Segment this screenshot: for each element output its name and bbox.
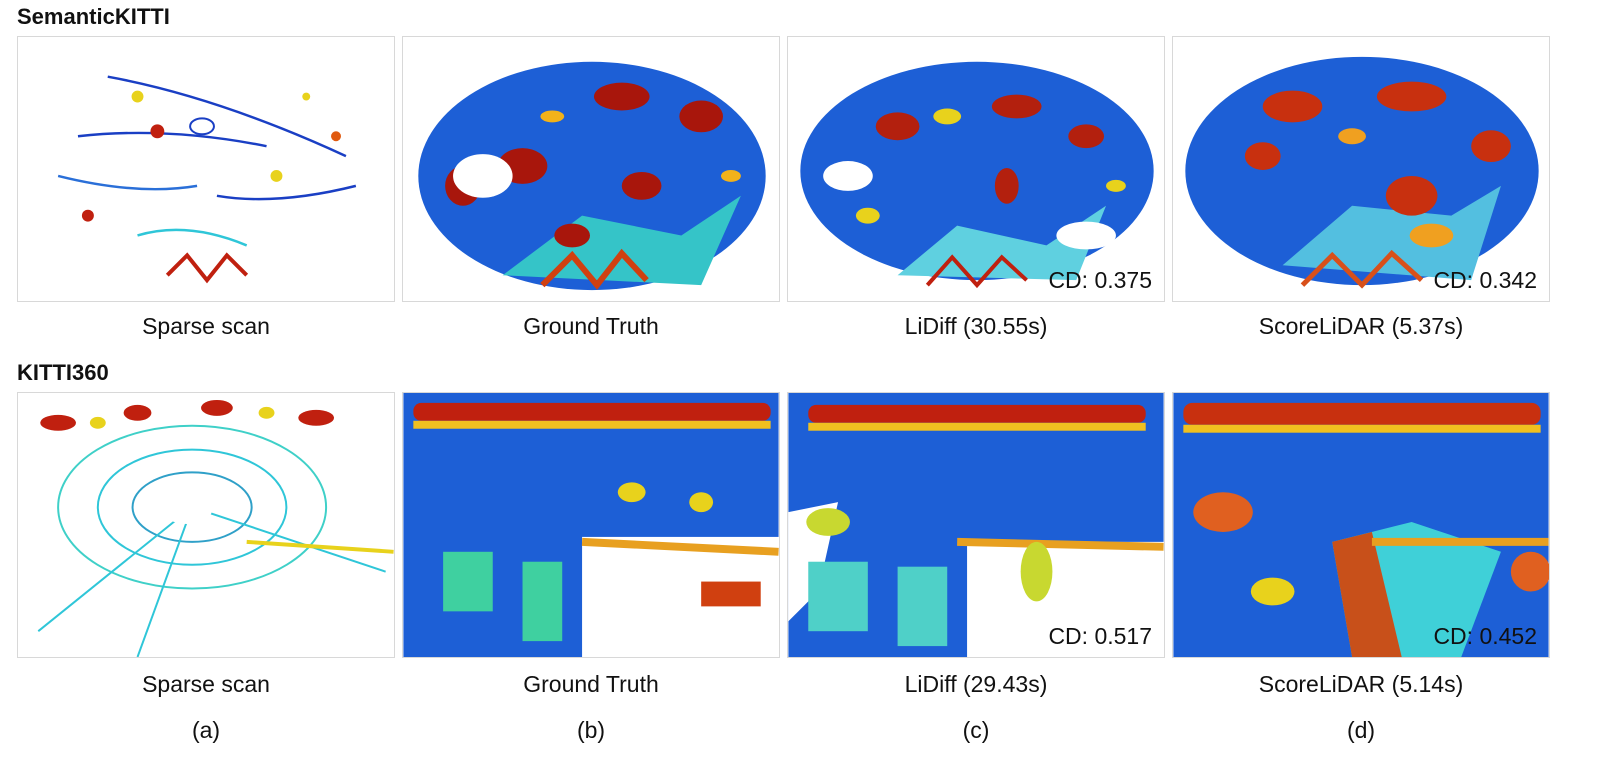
panel-kitti360-ground-truth [402,392,780,658]
subfigure-label-a: (a) [191,717,221,743]
caption-semantickitti-sparse-scan: Sparse scan [142,313,270,339]
pointcloud-image [1173,393,1549,657]
panel-kitti360-scorelidar: CD: 0.452 [1172,392,1550,658]
caption-kitti360-ground-truth: Ground Truth [523,671,659,697]
caption-kitti360-scorelidar: ScoreLiDAR (5.14s) [1258,671,1464,697]
subfigure-label-b: (b) [576,717,606,743]
caption-kitti360-sparse-scan: Sparse scan [142,671,270,697]
row-title-kitti360: KITTI360 [17,360,109,385]
panel-semantickitti-sparse-scan [17,36,395,302]
panel-semantickitti-scorelidar: CD: 0.342 [1172,36,1550,302]
panel-semantickitti-lidiff: CD: 0.375 [787,36,1165,302]
subfigure-label-c: (c) [962,717,990,743]
chamfer-distance-label: CD: 0.517 [1048,623,1152,649]
pointcloud-image [403,393,779,657]
pointcloud-image [1185,56,1539,289]
panel-kitti360-sparse-scan [17,392,395,658]
caption-semantickitti-ground-truth: Ground Truth [523,313,659,339]
pointcloud-image [788,393,1164,657]
caption-kitti360-lidiff: LiDiff (29.43s) [904,671,1048,697]
chamfer-distance-label: CD: 0.342 [1433,267,1537,293]
caption-semantickitti-lidiff: LiDiff (30.55s) [904,313,1048,339]
panel-kitti360-lidiff: CD: 0.517 [787,392,1165,658]
row-title-semantickitti: SemanticKITTI [17,4,170,29]
panel-semantickitti-ground-truth [402,36,780,302]
subfigure-label-d: (d) [1346,717,1376,743]
pointcloud-image [418,61,766,291]
chamfer-distance-label: CD: 0.452 [1433,623,1537,649]
caption-semantickitti-scorelidar: ScoreLiDAR (5.37s) [1258,313,1464,339]
pointcloud-image [57,75,357,284]
pointcloud-image [800,61,1154,289]
pointcloud-image [37,399,394,657]
chamfer-distance-label: CD: 0.375 [1048,267,1152,293]
